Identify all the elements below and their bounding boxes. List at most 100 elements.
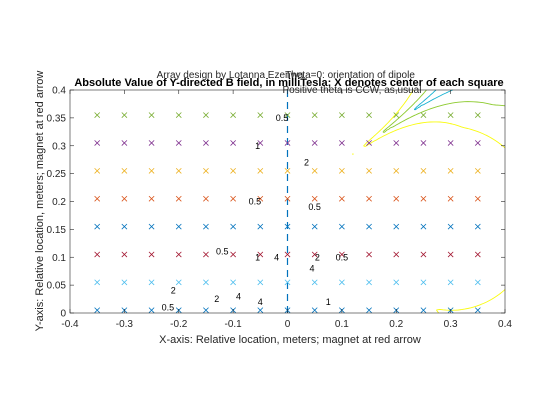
- square-center-marker: [393, 251, 400, 258]
- square-center-marker: [121, 167, 128, 174]
- square-center-marker: [366, 167, 372, 174]
- square-center-marker: [311, 112, 318, 118]
- square-center-marker: [148, 140, 155, 146]
- square-center-marker: [366, 279, 372, 286]
- square-center-marker: [447, 251, 454, 258]
- square-center-marker: [230, 140, 237, 146]
- contour-label: 0.5: [162, 302, 175, 312]
- y-axis-ticks: 0 0.05 0.1 0.15 0.2 0.25 0.3 0.35 0.4: [47, 86, 505, 320]
- square-center-marker: [474, 167, 481, 174]
- contour-label: 0.5: [276, 113, 289, 123]
- x-tick-label: -0.3: [116, 319, 134, 330]
- square-center-marker: [474, 223, 481, 230]
- square-center-marker: [311, 307, 318, 314]
- chart-title: Absolute Value of Y-directed B field, in…: [74, 77, 503, 89]
- square-center-marker: [257, 251, 264, 258]
- square-center-marker: [474, 307, 481, 314]
- square-center-marker: [121, 112, 128, 118]
- square-center-marker: [338, 251, 345, 258]
- square-center-marker: [284, 140, 291, 146]
- y-tick-label: 0.3: [52, 141, 66, 152]
- square-center-marker: [447, 140, 454, 146]
- square-center-marker: [94, 307, 101, 314]
- x-tick-label: 0.3: [444, 319, 458, 330]
- square-center-marker: [338, 167, 345, 174]
- square-center-marker: [230, 279, 237, 286]
- square-center-marker: [230, 251, 237, 258]
- square-center-marker: [447, 279, 454, 286]
- contour-label: 0.5: [336, 252, 349, 262]
- square-center-markers: [94, 112, 481, 314]
- square-center-marker: [148, 279, 155, 286]
- contour-label: 1: [255, 252, 260, 262]
- square-center-marker: [121, 279, 128, 286]
- contour-label: 4: [309, 263, 314, 273]
- y-tick-label: 0.1: [52, 253, 66, 264]
- contour-label: 0.5: [308, 202, 321, 212]
- square-center-marker: [230, 223, 237, 230]
- contour-label: 0.5: [249, 197, 262, 207]
- square-center-marker: [203, 140, 209, 146]
- square-center-marker: [94, 251, 101, 258]
- square-center-marker: [311, 195, 318, 202]
- y-tick-label: 0.2: [52, 197, 66, 208]
- x-tick-label: -0.1: [225, 319, 243, 330]
- square-center-marker: [447, 223, 454, 230]
- square-center-marker: [474, 279, 481, 286]
- square-center-marker: [393, 167, 400, 174]
- contour-label: 0.5: [216, 247, 229, 257]
- square-center-marker: [175, 140, 182, 146]
- square-center-marker: [175, 223, 182, 230]
- square-center-marker: [474, 195, 481, 202]
- x-axis-ticks: -0.4 -0.3 -0.2 -0.1 0 0.1 0.2 0.3 0.4: [61, 90, 512, 330]
- square-center-marker: [175, 279, 182, 286]
- square-center-marker: [175, 112, 182, 118]
- square-center-marker: [338, 223, 345, 230]
- square-center-marker: [203, 112, 209, 118]
- square-center-marker: [257, 279, 264, 286]
- square-center-marker: [338, 112, 345, 118]
- square-center-marker: [311, 251, 318, 258]
- square-center-marker: [338, 279, 345, 286]
- square-center-marker: [257, 195, 264, 202]
- square-center-marker: [420, 251, 427, 258]
- square-center-marker: [366, 307, 372, 314]
- x-tick-label: 0.2: [389, 319, 403, 330]
- square-center-marker: [420, 167, 427, 174]
- contour-level-2: [413, 89, 453, 111]
- x-tick-label: 0: [285, 319, 291, 330]
- contour-label: 4: [274, 252, 279, 262]
- square-center-marker: [284, 112, 291, 118]
- square-center-marker: [148, 251, 155, 258]
- square-center-marker: [257, 112, 264, 118]
- x-tick-label: -0.4: [61, 319, 79, 330]
- square-center-marker: [311, 167, 318, 174]
- annotation-designer: Array design by Lotanna Ezenwa: [157, 70, 304, 81]
- square-center-marker: [366, 223, 372, 230]
- square-center-marker: [203, 223, 209, 230]
- square-center-marker: [121, 251, 128, 258]
- y-axis-label: Y-axis: Relative location, meters; magne…: [34, 71, 46, 332]
- contour-label: 2: [171, 286, 176, 296]
- y-tick-label: 0.05: [47, 281, 67, 292]
- contour-label: 4: [258, 297, 263, 307]
- square-center-marker: [311, 279, 318, 286]
- annotation-theta-direction: Positive theta is CCW, as usual: [283, 85, 422, 96]
- square-center-marker: [94, 112, 101, 118]
- square-center-marker: [94, 223, 101, 230]
- square-center-marker: [148, 195, 155, 202]
- square-center-marker: [121, 195, 128, 202]
- square-center-marker: [447, 167, 454, 174]
- x-tick-label: -0.2: [170, 319, 188, 330]
- square-center-marker: [393, 279, 400, 286]
- contour-label: 1: [255, 141, 260, 151]
- square-center-marker: [175, 195, 182, 202]
- square-center-marker: [393, 195, 400, 202]
- square-center-marker: [230, 112, 237, 118]
- square-center-marker: [366, 251, 372, 258]
- annotation-theta-orientation: Theta=0: orientation of dipole: [285, 70, 415, 81]
- square-center-marker: [284, 223, 291, 230]
- square-center-marker: [230, 195, 237, 202]
- square-center-marker: [148, 223, 155, 230]
- square-center-marker: [203, 167, 209, 174]
